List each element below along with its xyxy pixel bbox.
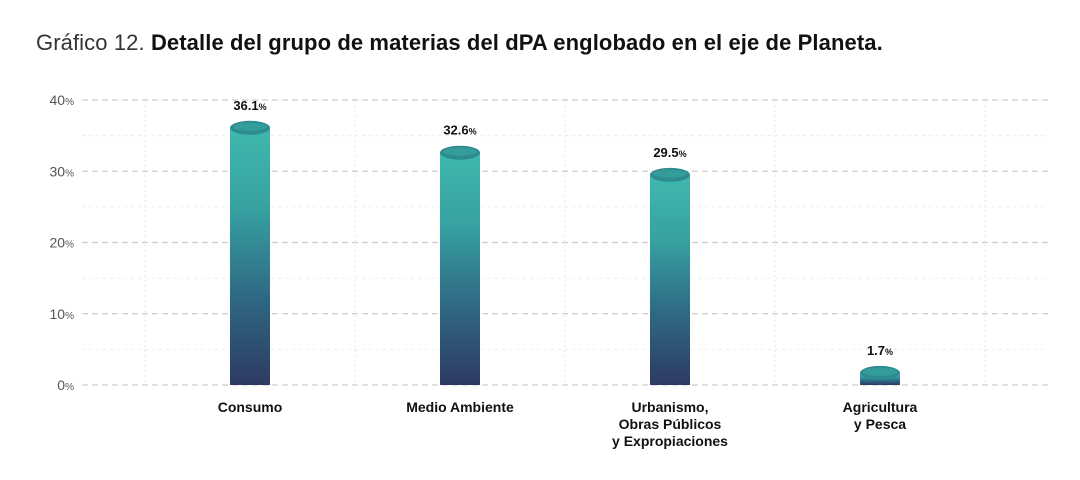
y-tick-label: 40% bbox=[50, 92, 75, 108]
data-label: 29.5% bbox=[653, 145, 686, 160]
y-tick-label: 10% bbox=[50, 306, 75, 322]
bar-cap-highlight bbox=[653, 169, 687, 178]
bar-cap-highlight bbox=[233, 122, 267, 131]
x-tick-label: Medio Ambiente bbox=[406, 399, 514, 415]
chart-title: Gráfico 12. Detalle del grupo de materia… bbox=[36, 30, 883, 56]
data-label: 36.1% bbox=[233, 98, 266, 113]
bar bbox=[230, 127, 270, 385]
chart-title-main: Detalle del grupo de materias del dPA en… bbox=[150, 30, 883, 55]
bar-cap-highlight bbox=[863, 367, 897, 376]
bar bbox=[650, 174, 690, 385]
chart-title-prefix: Gráfico 12. bbox=[36, 30, 145, 55]
x-tick-label: Urbanismo, Obras Públicos y Expropiaciones bbox=[612, 399, 728, 449]
y-tick-label: 20% bbox=[50, 235, 75, 251]
bar-cap-highlight bbox=[443, 147, 477, 156]
data-label: 32.6% bbox=[443, 123, 476, 138]
bar bbox=[440, 152, 480, 385]
y-tick-label: 30% bbox=[50, 163, 75, 179]
x-tick-label: Consumo bbox=[218, 399, 283, 415]
x-tick-label: Agricultura y Pesca bbox=[843, 399, 918, 432]
data-label: 1.7% bbox=[867, 343, 893, 358]
y-tick-label: 0% bbox=[57, 377, 74, 393]
